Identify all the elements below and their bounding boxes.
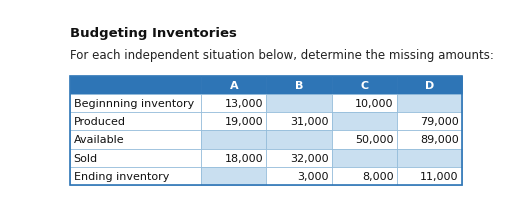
- Bar: [201, 149, 266, 167]
- Text: 31,000: 31,000: [290, 117, 329, 127]
- Bar: [266, 113, 332, 131]
- Text: 3,000: 3,000: [297, 171, 329, 181]
- Text: C: C: [360, 81, 368, 90]
- Bar: [70, 76, 462, 185]
- Bar: [266, 131, 332, 149]
- Text: 13,000: 13,000: [225, 99, 263, 109]
- Text: For each independent situation below, determine the missing amounts:: For each independent situation below, de…: [70, 48, 494, 61]
- Text: 50,000: 50,000: [355, 135, 393, 145]
- Bar: [332, 131, 397, 149]
- Text: 10,000: 10,000: [355, 99, 393, 109]
- Bar: [397, 76, 462, 95]
- Bar: [397, 131, 462, 149]
- Bar: [266, 167, 332, 185]
- Bar: [70, 167, 201, 185]
- Text: Produced: Produced: [74, 117, 126, 127]
- Bar: [397, 113, 462, 131]
- Bar: [70, 131, 201, 149]
- Text: 32,000: 32,000: [290, 153, 329, 163]
- Bar: [332, 95, 397, 113]
- Text: Beginnning inventory: Beginnning inventory: [74, 99, 194, 109]
- Bar: [266, 76, 332, 95]
- Bar: [266, 149, 332, 167]
- Bar: [201, 167, 266, 185]
- Text: 89,000: 89,000: [420, 135, 459, 145]
- Text: B: B: [295, 81, 303, 90]
- Bar: [332, 149, 397, 167]
- Bar: [397, 149, 462, 167]
- Bar: [332, 113, 397, 131]
- Bar: [201, 76, 266, 95]
- Text: 18,000: 18,000: [225, 153, 263, 163]
- Text: Ending inventory: Ending inventory: [74, 171, 169, 181]
- Text: 8,000: 8,000: [362, 171, 393, 181]
- Bar: [201, 131, 266, 149]
- Bar: [70, 95, 201, 113]
- Bar: [332, 167, 397, 185]
- Bar: [201, 113, 266, 131]
- Text: D: D: [425, 81, 434, 90]
- Bar: [397, 95, 462, 113]
- Bar: [70, 76, 201, 95]
- Bar: [70, 113, 201, 131]
- Text: 11,000: 11,000: [420, 171, 459, 181]
- Text: 79,000: 79,000: [420, 117, 459, 127]
- Bar: [266, 95, 332, 113]
- Text: A: A: [229, 81, 238, 90]
- Bar: [70, 149, 201, 167]
- Text: Sold: Sold: [74, 153, 98, 163]
- Text: 19,000: 19,000: [225, 117, 263, 127]
- Bar: [397, 167, 462, 185]
- Bar: [201, 95, 266, 113]
- Text: Available: Available: [74, 135, 125, 145]
- Text: Budgeting Inventories: Budgeting Inventories: [70, 27, 237, 40]
- Bar: [332, 76, 397, 95]
